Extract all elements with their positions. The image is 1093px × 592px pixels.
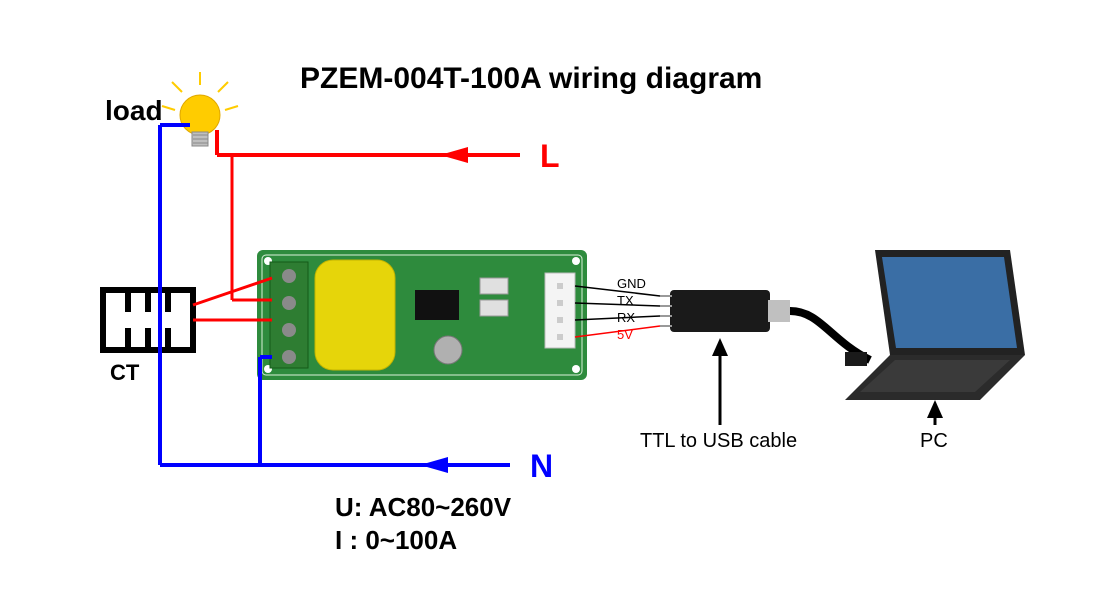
label-CT: CT <box>110 360 139 386</box>
diagram-title: PZEM-004T-100A wiring diagram <box>300 62 762 96</box>
usb-plug <box>845 352 867 366</box>
arrow-ttl-head <box>712 338 728 356</box>
label-load: load <box>105 95 163 127</box>
label-L: L <box>540 138 560 175</box>
arrow-L <box>440 147 468 163</box>
load-bulb <box>162 72 238 146</box>
usb-ttl-adapter <box>660 290 790 332</box>
label-N: N <box>530 448 553 485</box>
label-pin-tx: TX <box>617 293 634 308</box>
label-spec-I: I : 0~100A <box>335 525 457 556</box>
arrow-N <box>420 457 448 473</box>
pcb-module <box>257 250 587 380</box>
laptop <box>845 250 1025 400</box>
label-pc: PC <box>920 430 948 453</box>
label-pin-rx: RX <box>617 310 635 325</box>
label-spec-U: U: AC80~260V <box>335 492 511 523</box>
arrow-pc-head <box>927 400 943 418</box>
ct-sensor <box>103 290 193 350</box>
label-ttl-usb: TTL to USB cable <box>640 430 797 453</box>
label-pin-5v: 5V <box>617 327 633 342</box>
label-pin-gnd: GND <box>617 276 646 291</box>
